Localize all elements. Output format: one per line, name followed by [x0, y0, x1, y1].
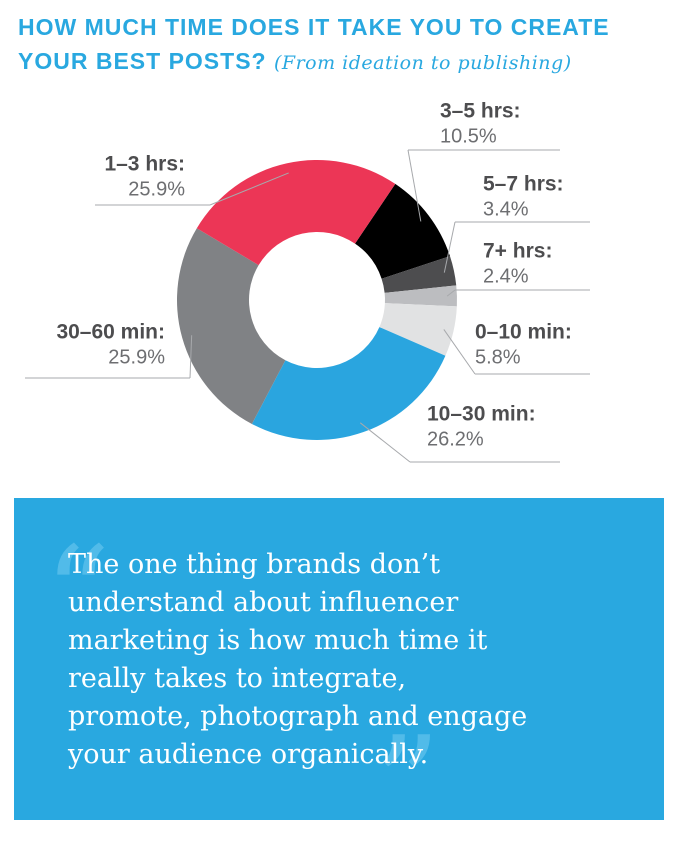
close-quote-mark: ” [374, 708, 441, 860]
leader-line [407, 149, 422, 222]
slice-label: 7+ hrs: [483, 240, 552, 263]
leader-line [359, 422, 411, 463]
quote-text: The one thing brands don’t understand ab… [68, 549, 528, 770]
leader-line [189, 335, 193, 379]
leader-line [446, 289, 456, 297]
leader-line [443, 221, 456, 273]
slice-label: 10–30 min: [427, 403, 536, 426]
slice-value-label: 5.8% [475, 346, 521, 368]
chart-title: HOW MUCH TIME DOES IT TAKE YOU TO CREATE… [18, 14, 610, 74]
chart: 3–5 hrs:10.5% 5–7 hrs:3.4% 7+ hrs:2.4% 0–10… [25, 100, 590, 463]
leader-line [209, 172, 289, 206]
slice-value-label: 25.9% [108, 346, 165, 368]
leader-line [443, 329, 476, 375]
quote-box: “ ” The one thing brands don’t understan… [14, 498, 664, 860]
donut-slice [379, 303, 457, 356]
slice-label: 1–3 hrs: [104, 153, 185, 176]
page: 3–5 hrs: 10.5% 5–7 hrs: 3.4% 7+ hrs: 2.4% 0–10… [14, 10, 668, 860]
donut-slice [355, 183, 450, 279]
donut-slice [381, 256, 457, 293]
slice-value-label: 3.4% [483, 198, 529, 220]
donut-slice [251, 327, 446, 440]
donut-slice [177, 228, 286, 424]
slice-value-label: 10.5% [440, 125, 497, 147]
slice-value-label: 2.4% [483, 265, 529, 287]
slice-label: 5–7 hrs: [483, 173, 564, 196]
slice-value-label: 25.9% [128, 178, 185, 200]
donut-slice [384, 285, 457, 307]
slice-label: 0–10 min: [475, 321, 572, 344]
chart-title-block: HOW MUCH TIME DOES IT TAKE YOU TO CREATE… [18, 10, 668, 80]
slice-value-label: 26.2% [427, 428, 484, 450]
slice-label: 3–5 hrs: [440, 100, 521, 123]
open-quote-mark: “ [44, 518, 111, 670]
chart-subtitle: (From ideation to publishing) [273, 52, 572, 74]
slice-label: 30–60 min: [56, 321, 165, 344]
donut-slice [196, 160, 396, 266]
